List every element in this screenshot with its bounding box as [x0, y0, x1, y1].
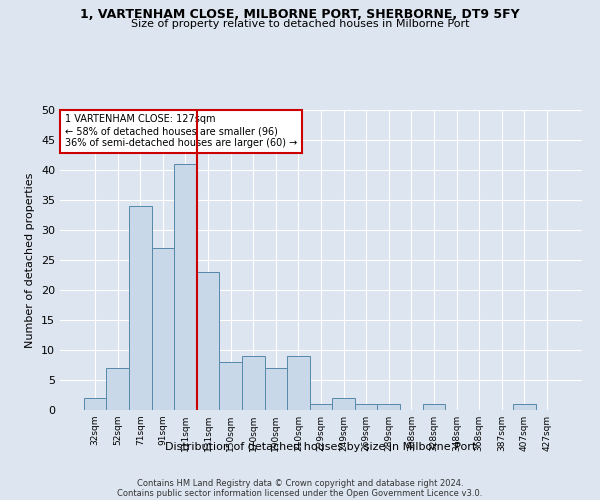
Bar [129, 206, 152, 410]
Bar [84, 398, 106, 410]
Bar [310, 404, 332, 410]
Bar [242, 356, 265, 410]
Text: Contains public sector information licensed under the Open Government Licence v3: Contains public sector information licen… [118, 489, 482, 498]
Bar [106, 368, 129, 410]
Bar [265, 368, 287, 410]
Bar [332, 398, 355, 410]
Text: Contains HM Land Registry data © Crown copyright and database right 2024.: Contains HM Land Registry data © Crown c… [137, 479, 463, 488]
Bar [377, 404, 400, 410]
Bar [513, 404, 536, 410]
Bar [422, 404, 445, 410]
Bar [220, 362, 242, 410]
Y-axis label: Number of detached properties: Number of detached properties [25, 172, 35, 348]
Bar [287, 356, 310, 410]
Bar [197, 272, 220, 410]
Text: Size of property relative to detached houses in Milborne Port: Size of property relative to detached ho… [131, 19, 469, 29]
Text: 1 VARTENHAM CLOSE: 127sqm
← 58% of detached houses are smaller (96)
36% of semi-: 1 VARTENHAM CLOSE: 127sqm ← 58% of detac… [65, 114, 298, 148]
Bar [174, 164, 197, 410]
Text: 1, VARTENHAM CLOSE, MILBORNE PORT, SHERBORNE, DT9 5FY: 1, VARTENHAM CLOSE, MILBORNE PORT, SHERB… [80, 8, 520, 20]
Bar [152, 248, 174, 410]
Text: Distribution of detached houses by size in Milborne Port: Distribution of detached houses by size … [166, 442, 476, 452]
Bar [355, 404, 377, 410]
